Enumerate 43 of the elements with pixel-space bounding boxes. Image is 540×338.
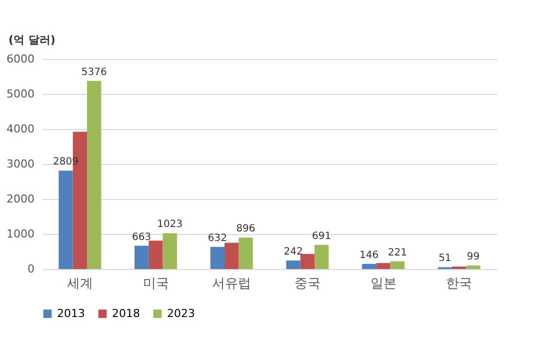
x-tick-label: 미국 <box>142 276 169 292</box>
y-tick-label: 1000 <box>6 228 34 240</box>
y-tick-label: 3000 <box>6 158 34 170</box>
bar <box>390 261 404 269</box>
y-axis-title: (억 달러) <box>8 34 56 46</box>
data-label: 242 <box>284 246 303 258</box>
bar <box>314 244 329 269</box>
bar <box>300 254 314 269</box>
bar <box>134 246 149 269</box>
y-tick-label: 5000 <box>6 88 34 100</box>
data-label: 99 <box>466 252 480 263</box>
bar <box>362 264 376 269</box>
data-label: 632 <box>208 232 227 244</box>
y-tick-label: 0 <box>28 262 34 276</box>
data-label: 691 <box>312 230 332 242</box>
bar <box>148 240 163 269</box>
bar <box>238 238 253 269</box>
data-label: 896 <box>236 224 256 235</box>
y-tick-label: 4000 <box>6 122 34 136</box>
bar <box>224 242 239 269</box>
bar <box>86 80 102 269</box>
y-tick-label: 6000 <box>6 52 34 66</box>
bar <box>466 266 480 269</box>
x-tick-label: 일본 <box>370 276 396 292</box>
x-tick-label: 중국 <box>294 276 320 292</box>
x-tick-label: 한국 <box>446 276 472 292</box>
x-tick-label: 세계 <box>66 276 93 292</box>
x-tick-label: 서유럽 <box>212 276 252 292</box>
data-label: 221 <box>388 247 407 258</box>
bar <box>376 263 390 269</box>
data-label: 663 <box>132 232 152 243</box>
bar <box>58 170 73 269</box>
bar <box>162 233 177 269</box>
y-tick-label: 2000 <box>6 192 34 206</box>
legend-label: 2013 <box>57 306 85 320</box>
legend-label: 2018 <box>112 306 140 320</box>
data-label: 1023 <box>157 219 183 230</box>
bar <box>286 260 300 269</box>
data-label: 146 <box>360 250 379 261</box>
data-label: 51 <box>438 253 452 264</box>
data-label: 5376 <box>81 66 107 78</box>
legend-label: 2023 <box>167 306 195 320</box>
bar <box>210 246 225 269</box>
